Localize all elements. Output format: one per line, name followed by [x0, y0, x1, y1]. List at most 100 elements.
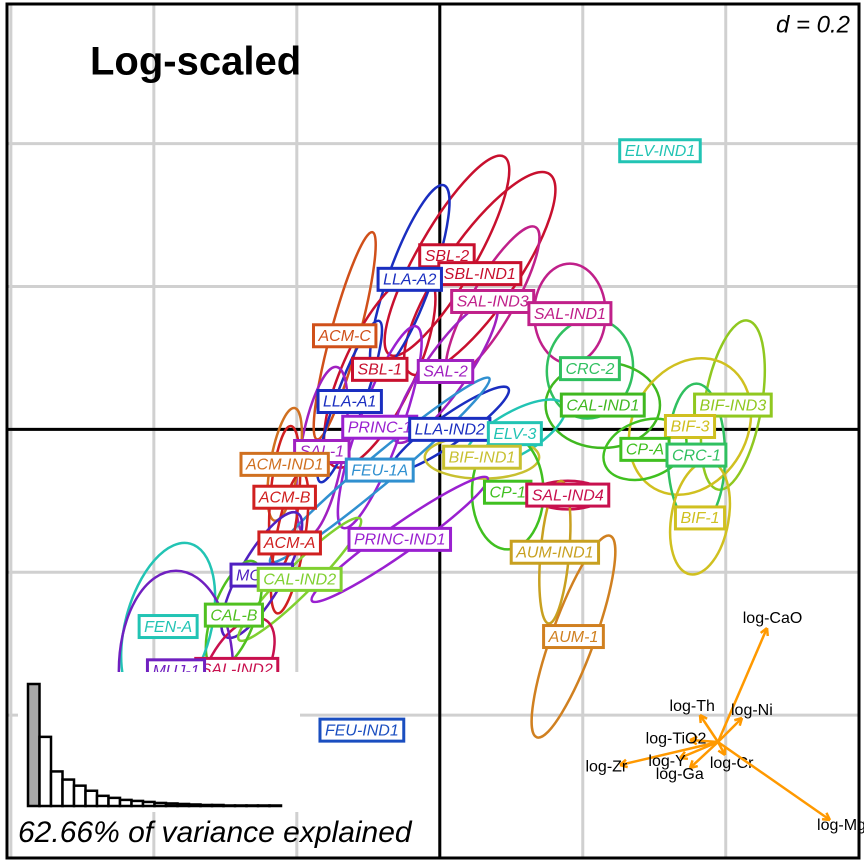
arrow-head — [619, 758, 629, 769]
group-label: SBL-IND1 — [444, 266, 516, 283]
eigen-bar — [107, 796, 122, 808]
group-label: FEU-IND1 — [325, 722, 399, 739]
eigen-bar — [176, 802, 191, 808]
loading-arrow — [619, 740, 719, 767]
group-label-box — [316, 388, 383, 414]
eigen-bar — [141, 800, 156, 808]
group-label: SAL-IND1 — [534, 306, 606, 323]
group-label: LLA-IND2 — [415, 422, 485, 439]
chart-title: Log-scaled — [90, 40, 301, 84]
group-label-box — [558, 356, 621, 382]
arrow-head — [821, 812, 832, 822]
group-label-box — [693, 392, 773, 418]
group-label: CAL-IND2 — [263, 572, 336, 589]
group-label: ACM-IND1 — [245, 457, 323, 474]
group-label: ACM-A — [263, 535, 316, 552]
group-label: LLA-A2 — [383, 272, 436, 289]
group-label-box — [509, 539, 601, 565]
group-label: AUM-1 — [548, 629, 599, 646]
eigen-bar — [130, 799, 145, 808]
loading-label: log-Y — [648, 753, 686, 770]
group-label-box — [257, 530, 322, 556]
group-label-box — [673, 505, 727, 531]
eigen-bar — [268, 804, 283, 808]
eigen-bar — [38, 735, 53, 808]
eigen-bar — [222, 804, 237, 808]
group-label-box — [416, 358, 475, 384]
group-label-box — [527, 301, 613, 327]
loading-arrow — [698, 714, 720, 743]
loading-arrow — [716, 627, 769, 743]
group-label: BIF-3 — [670, 419, 709, 436]
loading-arrow — [679, 740, 719, 760]
group-label: PRINC-1 — [348, 419, 412, 436]
group-label: SBL-1 — [358, 362, 402, 379]
eigen-bar — [210, 803, 225, 808]
group-label: SAL-IND4 — [532, 487, 604, 504]
group-label-box — [252, 484, 317, 510]
group-label-box — [318, 717, 406, 743]
eigen-bar — [153, 801, 168, 808]
loading-arrow — [717, 717, 743, 743]
footer: 62.66% of variance explained — [18, 816, 413, 849]
eigen-bar — [61, 778, 76, 808]
group-label-box — [665, 442, 728, 468]
loading-arrow — [689, 741, 719, 769]
group-label-box — [256, 566, 343, 592]
group-label-box — [239, 451, 330, 477]
group-label-box — [351, 356, 409, 382]
group-label: CRC-2 — [565, 361, 614, 378]
arrow-head — [698, 713, 708, 724]
group-label: BIF-IND1 — [449, 449, 516, 466]
arrow-head — [733, 716, 744, 727]
group-label-box — [347, 526, 453, 552]
eigen-bar — [187, 803, 202, 808]
eigen-bar — [26, 682, 41, 808]
group-label: FEU-1A — [351, 462, 408, 479]
group-label: AUM-IND1 — [515, 544, 593, 561]
group-label: CAL-B — [210, 607, 257, 624]
loading-label: log-Ni — [731, 702, 773, 719]
group-label: CP-A — [626, 442, 664, 459]
group-label: CAL-IND1 — [566, 397, 639, 414]
loading-label: log-Zr — [585, 759, 627, 776]
group-label: SAL-IND3 — [457, 294, 529, 311]
group-label: SAL-2 — [423, 364, 468, 381]
eigenvalues — [18, 672, 300, 812]
eigen-bar — [233, 804, 248, 808]
group-label-box — [486, 421, 543, 447]
loading-arrow — [689, 738, 719, 744]
loading-label: log-Mg — [817, 817, 864, 834]
group-label-box — [663, 413, 717, 439]
arrow-head — [759, 627, 769, 637]
arrow-head — [679, 750, 689, 761]
eigen-bar — [49, 770, 64, 808]
group-label-box — [442, 444, 522, 470]
group-label-box — [344, 457, 415, 483]
arrow-head — [689, 735, 698, 746]
group-label: ELV-3 — [493, 426, 536, 443]
group-label: CRC-1 — [672, 447, 721, 464]
group-label: ELV-IND1 — [625, 143, 696, 160]
eigen-bar — [164, 802, 179, 808]
loading-label: log-TiO2 — [646, 731, 707, 748]
loading-label: log-Th — [670, 698, 715, 715]
group-label-box — [525, 482, 611, 508]
arrow-head — [688, 760, 699, 770]
group-label-box — [203, 602, 264, 628]
group-label: BIF-IND3 — [700, 397, 767, 414]
group-label-box — [559, 392, 646, 418]
group-label: LLA-A1 — [323, 394, 376, 411]
group-label-box — [376, 266, 443, 292]
eigen-bar — [199, 803, 214, 808]
loading-label: log-Ga — [656, 766, 704, 783]
group-label: PRINC-IND1 — [354, 532, 446, 549]
eigen-bar — [84, 789, 99, 808]
group-label-box — [137, 614, 199, 640]
group-label: CP-1 — [489, 484, 525, 501]
eigen-bar — [256, 804, 271, 808]
eigen-bar — [72, 784, 87, 808]
scale-label: d = 0.2 — [776, 11, 850, 38]
